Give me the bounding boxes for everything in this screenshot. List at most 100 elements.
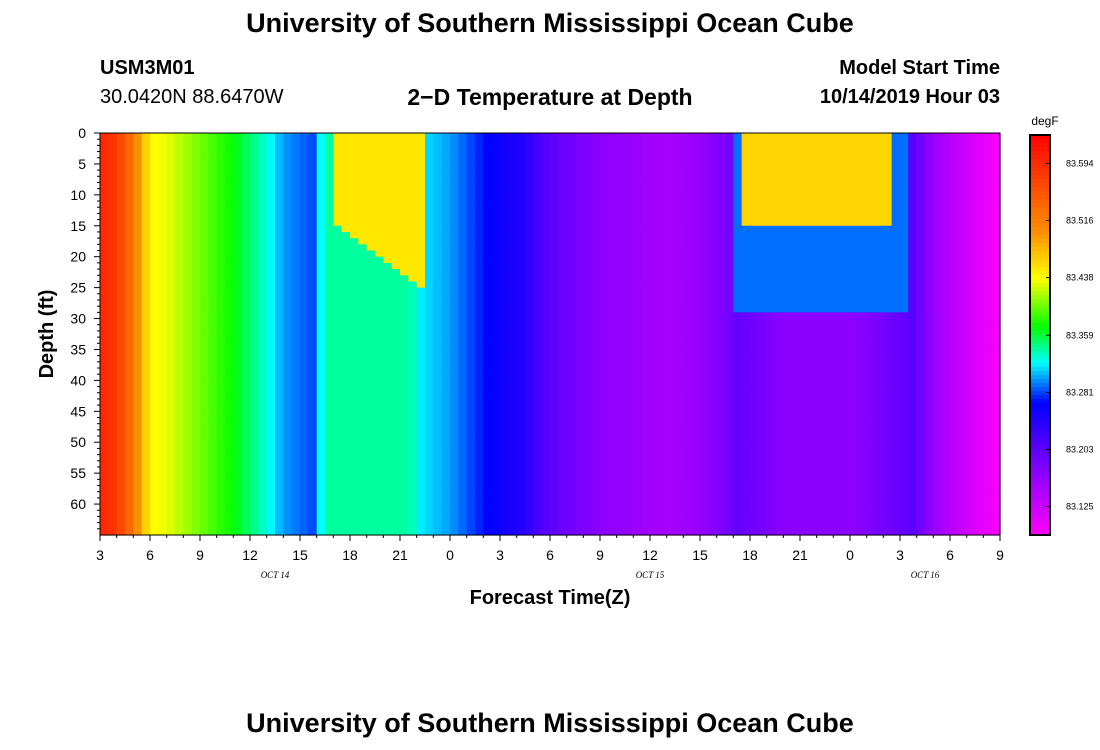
heatmap-cell — [683, 324, 693, 332]
heatmap-cell — [633, 429, 643, 437]
heatmap-cell — [491, 225, 501, 233]
heatmap-cell — [683, 262, 693, 270]
heatmap-cell — [350, 293, 359, 301]
heatmap-cell — [425, 361, 434, 369]
heatmap-cell — [200, 176, 209, 184]
heatmap-cell — [608, 442, 618, 450]
heatmap-column — [666, 133, 676, 536]
heatmap-cell — [133, 380, 143, 388]
heatmap-cell — [291, 262, 301, 270]
heatmap-cell — [508, 398, 518, 406]
heatmap-cell — [141, 343, 151, 351]
heatmap-cell — [233, 330, 243, 338]
heatmap-cell — [283, 287, 293, 295]
heatmap-cell — [425, 491, 434, 499]
heatmap-cell — [350, 275, 359, 283]
heatmap-cell — [325, 145, 334, 153]
heatmap-cell — [641, 306, 651, 313]
heatmap-cell — [458, 281, 468, 289]
heatmap-cell — [666, 213, 676, 221]
heatmap-cell — [408, 324, 418, 332]
heatmap-cell — [558, 386, 568, 394]
heatmap-cell — [158, 238, 168, 245]
heatmap-cell — [408, 312, 418, 320]
heatmap-cell — [116, 170, 126, 177]
heatmap-cell — [216, 213, 226, 221]
heatmap-cell — [333, 269, 343, 276]
heatmap-cell — [708, 244, 718, 252]
heatmap-cell — [625, 510, 634, 518]
heatmap-cell — [258, 504, 268, 511]
heatmap-cell — [133, 244, 143, 252]
heatmap-cell — [116, 448, 126, 456]
heatmap-cell — [583, 275, 593, 283]
heatmap-cell — [700, 386, 709, 394]
heatmap-cell — [200, 386, 209, 394]
heatmap-column — [658, 133, 668, 536]
heatmap-cell — [341, 405, 351, 412]
heatmap-cell — [366, 306, 376, 313]
heatmap-cell — [100, 244, 109, 252]
heatmap-cell — [341, 287, 351, 295]
heatmap-cell — [408, 349, 418, 357]
heatmap-cell — [391, 374, 401, 381]
heatmap-cell — [158, 337, 168, 344]
heatmap-cell — [600, 256, 609, 264]
heatmap-cell — [366, 528, 376, 536]
heatmap-cell — [300, 139, 309, 146]
heatmap-cell — [541, 213, 551, 221]
heatmap-cell — [200, 361, 209, 369]
heatmap-cell — [616, 330, 626, 338]
heatmap-cell — [300, 405, 309, 412]
heatmap-cell — [475, 349, 484, 357]
heatmap-cell — [283, 157, 293, 165]
heatmap-cell — [425, 504, 434, 511]
heatmap-cell — [533, 349, 543, 357]
heatmap-cell — [666, 485, 676, 493]
heatmap-cell — [275, 466, 284, 474]
heatmap-cell — [250, 330, 259, 338]
heatmap-column — [325, 133, 334, 536]
heatmap-cell — [708, 231, 718, 239]
heatmap-cell — [516, 262, 526, 270]
heatmap-cell — [433, 392, 443, 400]
heatmap-cell — [383, 442, 393, 450]
heatmap-cell — [641, 491, 651, 499]
heatmap-cell — [650, 256, 659, 264]
heatmap-cell — [258, 299, 268, 307]
heatmap-cell — [700, 491, 709, 499]
heatmap-cell — [525, 139, 534, 146]
heatmap-cell — [258, 448, 268, 456]
heatmap-cell — [383, 485, 393, 493]
heatmap-cell — [241, 368, 251, 375]
heatmap-cell — [150, 225, 159, 233]
heatmap-cell — [108, 194, 118, 202]
heatmap-cell — [650, 231, 659, 239]
heatmap-cell — [350, 466, 359, 474]
heatmap-cell — [208, 417, 218, 425]
heatmap-cell — [283, 368, 293, 375]
heatmap-cell — [308, 157, 318, 165]
heatmap-cell — [408, 306, 418, 313]
heatmap-cell — [283, 423, 293, 431]
heatmap-cell — [183, 337, 193, 344]
heatmap-cell — [158, 398, 168, 406]
heatmap-cell — [350, 139, 359, 146]
heatmap-cell — [308, 485, 318, 493]
heatmap-cell — [300, 386, 309, 394]
heatmap-cell — [575, 312, 584, 320]
heatmap-cell — [491, 219, 501, 227]
heatmap-cell — [700, 139, 709, 146]
heatmap-cell — [575, 528, 584, 536]
heatmap-cell — [266, 225, 276, 233]
heatmap-cell — [358, 151, 368, 159]
heatmap-cell — [550, 411, 559, 419]
heatmap-cell — [158, 275, 168, 283]
heatmap-cell — [225, 201, 234, 208]
heatmap-cell — [708, 213, 718, 221]
heatmap-cell — [558, 429, 568, 437]
heatmap-cell — [141, 318, 151, 326]
heatmap-cell — [250, 504, 259, 511]
heatmap-cell — [233, 473, 243, 480]
heatmap-cell — [125, 163, 134, 171]
